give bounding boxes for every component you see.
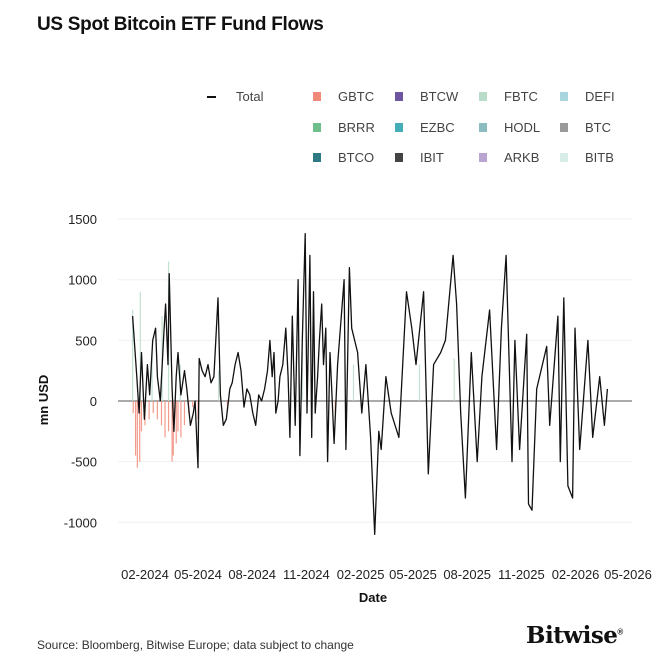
y-tick-label: 500: [75, 333, 97, 348]
legend-label: BRRR: [338, 120, 375, 135]
legend-item-ibit: IBIT: [395, 150, 444, 165]
legend-label: BTCW: [420, 89, 459, 104]
legend-label: Total: [236, 89, 264, 104]
bitwise-logo: Bitwise®: [526, 622, 623, 649]
y-tick-label: 1500: [68, 212, 97, 227]
legend-swatch: [479, 92, 487, 101]
legend-label: DEFI: [585, 89, 615, 104]
legend-label: IBIT: [420, 150, 444, 165]
y-tick-label: -500: [71, 455, 97, 470]
source-note: Source: Bloomberg, Bitwise Europe; data …: [37, 638, 354, 652]
x-tick-label: 02-2024: [121, 567, 169, 582]
x-tick-label: 05-2024: [174, 567, 222, 582]
legend-swatch: [207, 95, 216, 98]
x-tick-label: 05-2025: [389, 567, 437, 582]
legend-swatch: [479, 153, 487, 162]
legend-label: EZBC: [420, 120, 455, 135]
x-tick-label: 08-2024: [228, 567, 276, 582]
legend-item-total: Total: [207, 89, 263, 104]
legend-label: GBTC: [338, 89, 375, 104]
legend-label: HODL: [504, 120, 541, 135]
x-tick-label: 08-2025: [443, 567, 491, 582]
chart-title: US Spot Bitcoin ETF Fund Flows: [37, 14, 324, 35]
x-tick-label: 11-2024: [283, 567, 330, 582]
x-tick-label: 02-2025: [337, 567, 385, 582]
x-tick-label: 05-2026: [604, 567, 652, 582]
x-tick-label: 11-2025: [498, 567, 545, 582]
legend-swatch: [560, 123, 568, 132]
legend-item-brrr: BRRR: [313, 120, 375, 135]
legend-item-fbtc: FBTC: [479, 89, 538, 104]
legend-label: BTC: [585, 120, 611, 135]
legend-swatch: [395, 153, 403, 162]
legend-swatch: [560, 92, 568, 101]
y-tick-label: 0: [90, 394, 97, 409]
y-tick-label: 1000: [68, 273, 97, 288]
legend-swatch: [560, 153, 568, 162]
x-tick-label: 02-2026: [552, 567, 600, 582]
legend-swatch: [395, 92, 403, 101]
legend-item-gbtc: GBTC: [313, 89, 374, 104]
legend-swatch: [313, 153, 321, 162]
y-axis-label: mn USD: [36, 375, 51, 426]
legend-item-ezbc: EZBC: [395, 120, 455, 135]
legend-label: BTCO: [338, 150, 375, 165]
series-total-line: [131, 232, 609, 536]
legend-label: BITB: [585, 150, 614, 165]
legend-swatch: [395, 123, 403, 132]
legend-label: FBTC: [504, 89, 538, 104]
legend-swatch: [313, 123, 321, 132]
legend-item-arkb: ARKB: [479, 150, 539, 165]
legend-item-defi: DEFI: [560, 89, 615, 104]
legend-item-btco: BTCO: [313, 150, 374, 165]
legend-swatch: [313, 92, 321, 101]
y-tick-label: -1000: [64, 515, 97, 530]
legend-swatch: [479, 123, 487, 132]
logo-text: Bitwise: [526, 622, 618, 649]
legend-item-bitb: BITB: [560, 150, 614, 165]
legend-label: ARKB: [504, 150, 540, 165]
legend-item-btc: BTC: [560, 120, 611, 135]
x-axis-label: Date: [359, 590, 387, 605]
legend-item-hodl: HODL: [479, 120, 540, 135]
legend-item-btcw: BTCW: [395, 89, 458, 104]
